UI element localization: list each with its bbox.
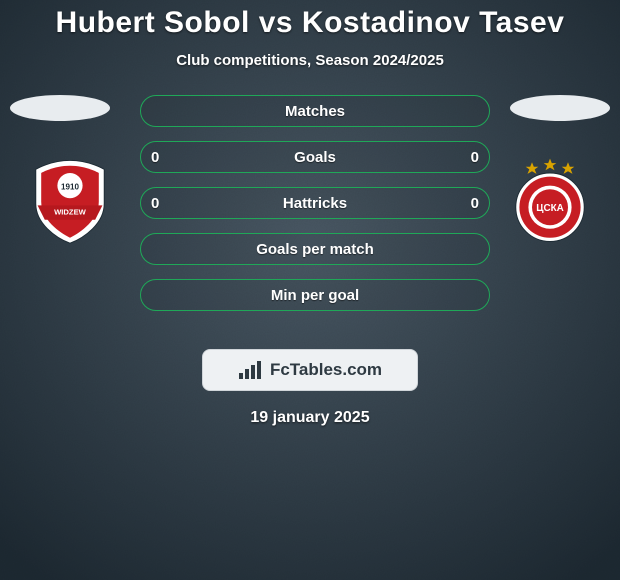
- club-crest-right: ЦСКА: [505, 155, 595, 245]
- stat-label: Hattricks: [283, 195, 347, 212]
- comparison-area: 1910 WIDZEW ЦСКА MatchesGoals00Hattricks…: [0, 95, 620, 335]
- stat-row: Goals per match: [140, 233, 490, 265]
- page-title: Hubert Sobol vs Kostadinov Tasev: [0, 6, 620, 40]
- brand-text: FcTables.com: [270, 360, 382, 380]
- player-name-oval-left: [10, 95, 110, 121]
- date-text: 19 january 2025: [0, 409, 620, 427]
- page-subtitle: Club competitions, Season 2024/2025: [0, 52, 620, 69]
- club-crest-left: 1910 WIDZEW: [25, 155, 115, 245]
- crest-left-ribbon-text: WIDZEW: [54, 207, 87, 216]
- stat-label: Goals per match: [256, 241, 374, 258]
- crest-right-text: ЦСКА: [536, 203, 564, 214]
- crest-left-year: 1910: [61, 183, 79, 192]
- stat-label: Goals: [294, 149, 336, 166]
- brand-icon: [238, 359, 264, 381]
- stat-row: Goals 0 0: [140, 141, 490, 173]
- player-name-oval-right: [510, 95, 610, 121]
- stat-row: Hattricks 0 0: [140, 187, 490, 219]
- brand-box: FcTables.com: [202, 349, 418, 391]
- stat-value-left: 0: [151, 149, 159, 166]
- stat-label: Min per goal: [271, 287, 359, 304]
- stat-row: Matches: [140, 95, 490, 127]
- stat-value-right: 0: [471, 195, 479, 212]
- stat-label: Matches: [285, 103, 345, 120]
- stat-row: Min per goal: [140, 279, 490, 311]
- stat-rows: Matches Goals 0 0 Hattricks 0 0 Goals per match…: [140, 95, 490, 325]
- stat-value-left: 0: [151, 195, 159, 212]
- stat-value-right: 0: [471, 149, 479, 166]
